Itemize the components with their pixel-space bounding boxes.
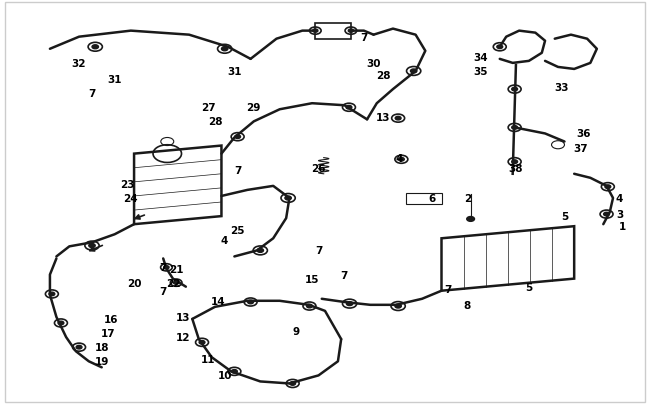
Circle shape xyxy=(497,46,502,49)
Text: 31: 31 xyxy=(227,67,242,77)
Bar xyxy=(315,23,351,40)
Text: 7: 7 xyxy=(341,270,348,280)
Circle shape xyxy=(348,30,354,33)
Circle shape xyxy=(313,30,318,33)
Text: 7: 7 xyxy=(445,284,452,294)
Text: 20: 20 xyxy=(127,278,141,288)
Text: 33: 33 xyxy=(554,83,569,93)
Text: 29: 29 xyxy=(246,103,261,113)
Text: 25: 25 xyxy=(230,226,245,236)
Text: 27: 27 xyxy=(202,103,216,113)
Circle shape xyxy=(285,196,291,200)
Text: 17: 17 xyxy=(101,328,116,338)
Text: 34: 34 xyxy=(473,53,488,63)
Circle shape xyxy=(222,48,228,52)
Text: 2: 2 xyxy=(463,194,471,203)
Text: 8: 8 xyxy=(463,300,471,310)
Text: 36: 36 xyxy=(577,129,591,139)
Text: 31: 31 xyxy=(107,75,122,85)
Text: 18: 18 xyxy=(94,342,109,352)
Circle shape xyxy=(605,185,611,189)
Bar xyxy=(406,193,441,205)
Circle shape xyxy=(410,70,417,74)
Circle shape xyxy=(346,302,353,306)
Text: 13: 13 xyxy=(176,312,190,322)
Text: 12: 12 xyxy=(176,332,190,342)
Circle shape xyxy=(604,213,610,216)
Text: 7: 7 xyxy=(315,246,322,256)
Circle shape xyxy=(307,305,313,308)
Text: 7: 7 xyxy=(234,165,241,175)
Text: 30: 30 xyxy=(367,59,381,69)
Text: 13: 13 xyxy=(376,113,391,123)
Circle shape xyxy=(398,158,404,162)
Text: 7: 7 xyxy=(88,89,96,99)
Circle shape xyxy=(92,46,98,50)
Text: 7: 7 xyxy=(159,262,167,272)
Text: 21: 21 xyxy=(169,264,183,274)
Circle shape xyxy=(235,136,240,139)
Text: 35: 35 xyxy=(473,67,488,77)
Text: 7: 7 xyxy=(159,286,167,296)
Circle shape xyxy=(49,292,55,296)
Text: 3: 3 xyxy=(616,209,623,220)
Circle shape xyxy=(76,345,82,349)
Text: 4: 4 xyxy=(221,236,228,246)
Circle shape xyxy=(395,117,401,121)
Text: 16: 16 xyxy=(104,314,119,324)
Text: 32: 32 xyxy=(72,59,86,69)
Circle shape xyxy=(257,249,263,253)
Circle shape xyxy=(248,301,254,304)
Text: 11: 11 xyxy=(202,354,216,364)
Text: 28: 28 xyxy=(376,71,391,81)
Text: 23: 23 xyxy=(120,179,135,190)
Circle shape xyxy=(512,126,517,130)
Circle shape xyxy=(346,106,352,110)
Text: 22: 22 xyxy=(166,278,180,288)
Text: 4: 4 xyxy=(396,153,403,163)
Circle shape xyxy=(467,217,474,222)
Circle shape xyxy=(174,281,179,285)
Text: 14: 14 xyxy=(211,296,226,306)
Circle shape xyxy=(290,382,296,385)
Circle shape xyxy=(512,88,517,92)
Circle shape xyxy=(58,321,64,325)
Text: 37: 37 xyxy=(573,143,588,153)
Circle shape xyxy=(89,244,95,248)
Text: 5: 5 xyxy=(525,282,532,292)
Circle shape xyxy=(395,304,401,308)
Text: 1: 1 xyxy=(619,222,627,232)
Text: 4: 4 xyxy=(616,194,623,203)
Circle shape xyxy=(231,370,237,373)
Text: 24: 24 xyxy=(124,194,138,203)
Text: 15: 15 xyxy=(305,274,319,284)
Circle shape xyxy=(164,266,169,269)
Text: 5: 5 xyxy=(561,211,568,222)
Text: 28: 28 xyxy=(208,117,222,127)
Text: 19: 19 xyxy=(94,356,109,367)
Circle shape xyxy=(512,160,517,164)
Text: 26: 26 xyxy=(311,163,326,173)
Text: 10: 10 xyxy=(218,371,232,380)
Text: 6: 6 xyxy=(428,194,436,203)
Text: 38: 38 xyxy=(509,163,523,173)
Circle shape xyxy=(199,341,205,344)
Text: 9: 9 xyxy=(292,326,300,336)
Text: 7: 7 xyxy=(360,32,367,43)
